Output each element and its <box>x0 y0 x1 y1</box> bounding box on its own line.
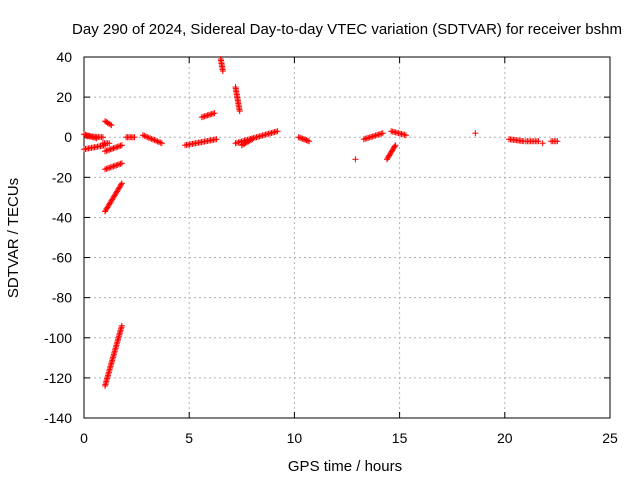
data-point <box>352 156 359 163</box>
data-point <box>391 143 398 150</box>
data-point <box>392 142 399 149</box>
data-point <box>99 134 106 141</box>
data-point <box>118 160 125 167</box>
data-point <box>236 108 243 115</box>
data-point <box>298 135 305 142</box>
data-point <box>109 145 116 152</box>
data-point <box>106 164 113 171</box>
data-point <box>116 143 123 150</box>
data-point <box>107 146 114 153</box>
data-point <box>472 130 479 137</box>
data-point <box>118 322 125 329</box>
y-tick-label: -140 <box>44 410 72 426</box>
data-point <box>102 148 109 155</box>
data-point <box>145 134 152 141</box>
data-point <box>303 137 310 144</box>
y-tick-label: -100 <box>44 330 72 346</box>
data-point <box>113 162 120 169</box>
plot-frame <box>83 56 611 419</box>
data-point <box>302 136 309 143</box>
y-tick-label: -60 <box>52 250 72 266</box>
data-point <box>110 145 117 152</box>
x-tick-label: 5 <box>185 430 193 446</box>
data-point <box>111 144 118 151</box>
data-point <box>379 130 386 137</box>
data-point <box>211 110 218 117</box>
x-tick-label: 0 <box>80 430 88 446</box>
data-point <box>295 134 302 141</box>
data-point <box>103 147 110 154</box>
data-point <box>248 136 255 143</box>
data-point <box>274 128 281 135</box>
data-point <box>114 161 121 168</box>
data-point <box>157 139 164 146</box>
data-point <box>104 165 111 172</box>
axis-ticks <box>83 56 611 419</box>
data-point <box>117 160 124 167</box>
y-tick-label: 0 <box>64 129 72 145</box>
x-tick-labels: 0 5 10 15 20 25 <box>80 430 618 446</box>
data-point <box>139 132 146 139</box>
data-point <box>554 138 561 145</box>
data-point <box>147 135 154 142</box>
data-point <box>104 147 111 154</box>
data-point <box>299 135 306 142</box>
x-axis-label: GPS time / hours <box>288 458 402 475</box>
data-point <box>306 138 313 145</box>
data-point <box>118 181 125 188</box>
data-point <box>153 137 160 144</box>
data-point <box>106 146 113 153</box>
data-point <box>103 165 110 172</box>
data-point <box>117 142 124 149</box>
y-tick-labels: -140 -120 -100 -80 -60 -40 -20 0 20 40 <box>44 49 72 426</box>
data-point <box>110 163 117 170</box>
data-point <box>107 164 114 171</box>
data-point <box>300 136 307 143</box>
data-point <box>114 143 121 150</box>
data-point <box>158 140 165 147</box>
data-point <box>150 136 157 143</box>
chart-title: Day 290 of 2024, Sidereal Day-to-day VTE… <box>72 21 622 38</box>
data-points <box>81 56 561 389</box>
data-point <box>213 136 220 143</box>
data-point <box>249 136 256 143</box>
x-tick-label: 20 <box>497 430 513 446</box>
data-point <box>142 133 149 140</box>
x-tick-label: 15 <box>392 430 408 446</box>
y-tick-label: 40 <box>56 49 72 65</box>
data-point <box>304 137 311 144</box>
grid-lines <box>84 57 610 418</box>
data-point <box>108 122 115 129</box>
y-axis-label: SDTVAR / TECUs <box>5 178 22 298</box>
data-point <box>118 180 125 187</box>
data-point <box>106 140 113 147</box>
data-point <box>116 161 123 168</box>
data-point <box>113 144 120 151</box>
data-point <box>154 138 161 145</box>
x-tick-label: 10 <box>287 430 303 446</box>
data-point <box>107 121 114 128</box>
data-point <box>539 140 546 147</box>
data-point <box>148 135 155 142</box>
data-point <box>131 134 138 141</box>
data-point <box>151 137 158 144</box>
y-tick-label: -120 <box>44 370 72 386</box>
data-point <box>219 68 226 75</box>
y-tick-label: 20 <box>56 89 72 105</box>
data-point <box>102 166 109 173</box>
data-point <box>155 139 162 146</box>
x-tick-label: 25 <box>602 430 618 446</box>
data-point <box>111 162 118 169</box>
data-point <box>141 132 148 139</box>
data-point <box>296 134 303 141</box>
y-tick-label: -80 <box>52 290 72 306</box>
data-point <box>118 142 125 149</box>
data-point <box>109 163 116 170</box>
data-point <box>535 138 542 145</box>
y-tick-label: -40 <box>52 209 72 225</box>
data-point <box>402 132 409 139</box>
y-tick-label: -20 <box>52 169 72 185</box>
data-point <box>144 134 151 141</box>
